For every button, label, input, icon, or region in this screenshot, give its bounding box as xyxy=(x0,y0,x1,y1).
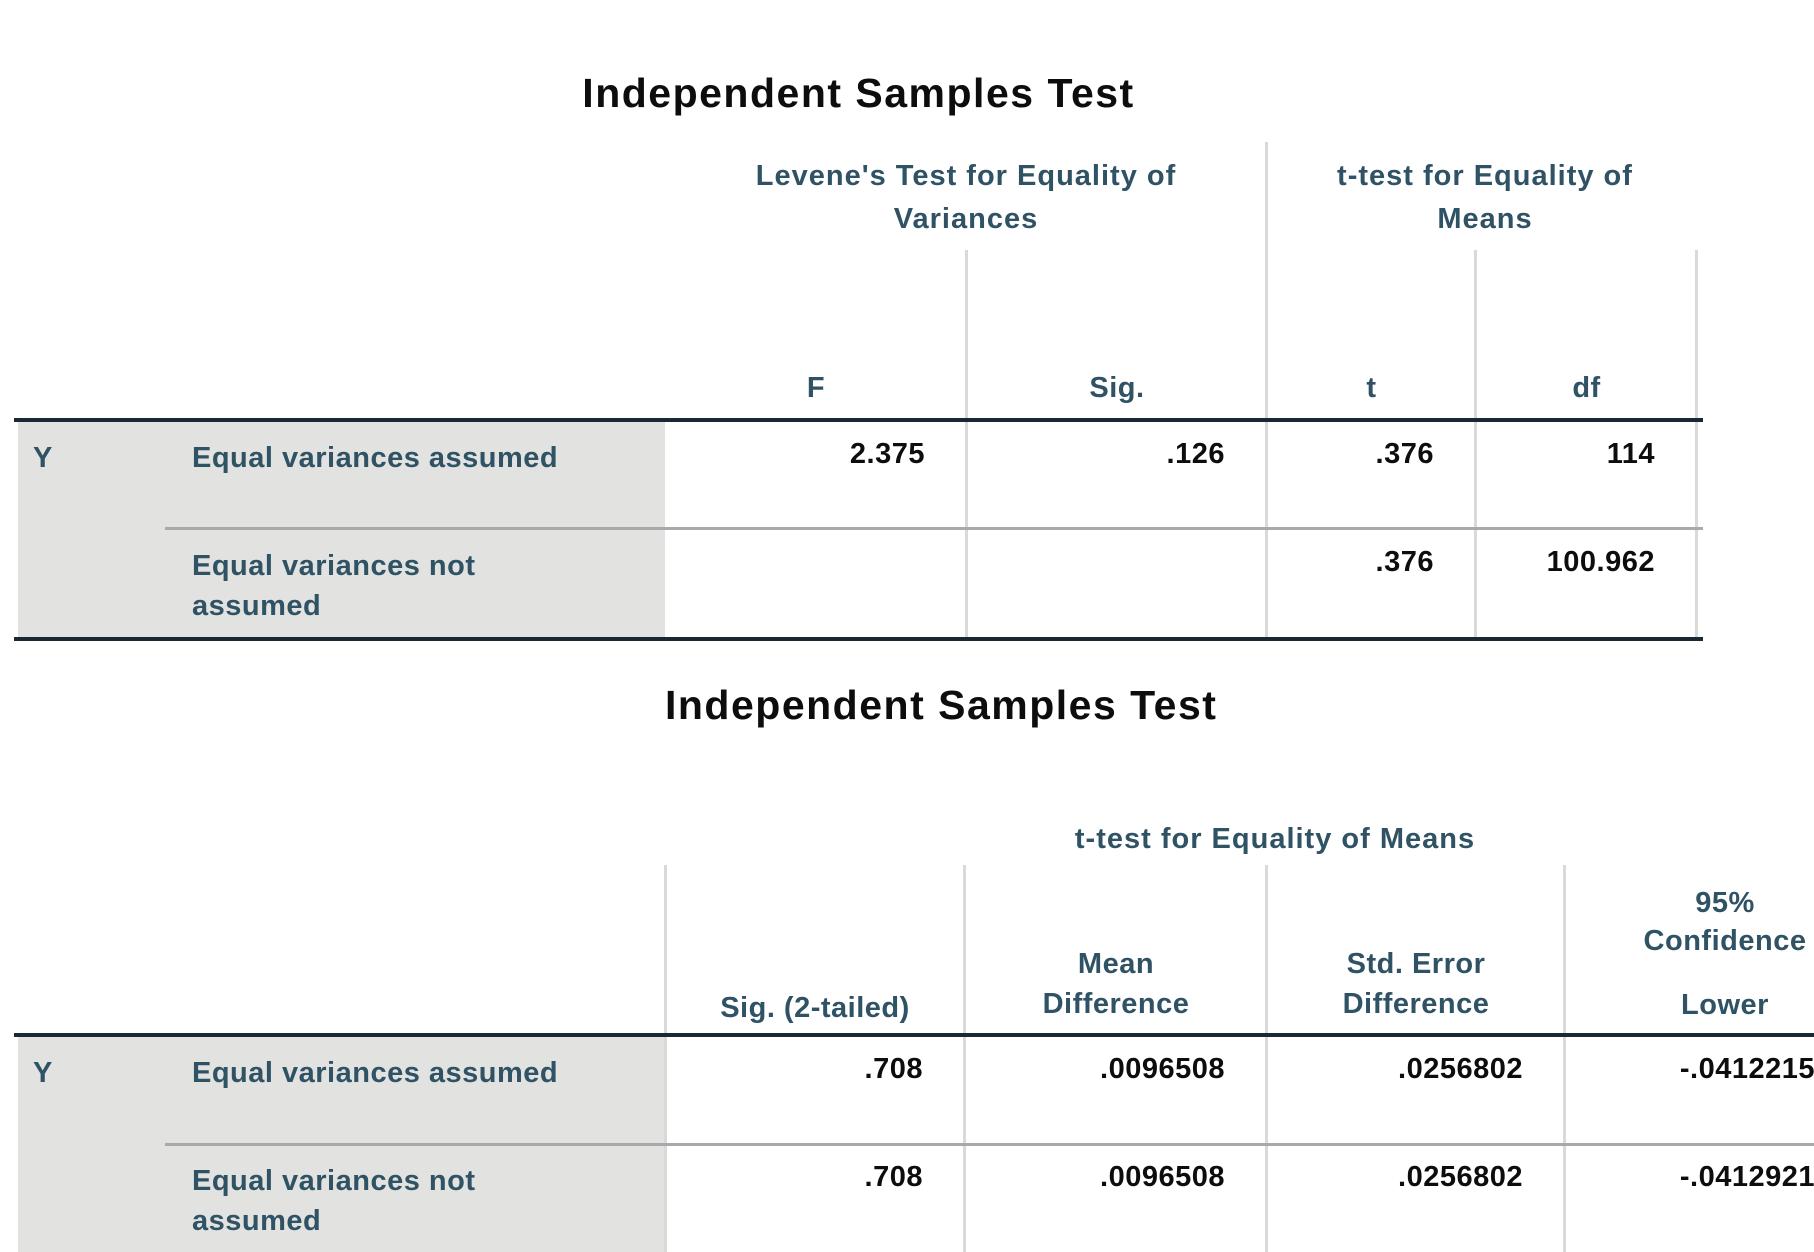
row-label: Equal variances assumed xyxy=(192,442,559,474)
header-bottom-rule xyxy=(14,1033,1814,1037)
row-separator-line xyxy=(165,527,1703,530)
group-divider-line xyxy=(1265,142,1268,418)
header-bottom-rule xyxy=(14,418,1703,422)
column-header-f: F xyxy=(806,372,826,404)
cell-t: .376 xyxy=(1375,546,1434,578)
table-title: Independent Samples Test xyxy=(665,682,1218,728)
column-divider-line xyxy=(963,865,966,1034)
column-divider-line xyxy=(1563,865,1566,1034)
cell-f: 2.375 xyxy=(849,438,925,470)
group-header-levene: Levene's Test for Equality of Variances xyxy=(755,160,1177,235)
table-bottom-rule xyxy=(14,637,1703,641)
cell-ci-lower: -.0412215 xyxy=(1679,1053,1814,1085)
table-title: Independent Samples Test xyxy=(582,70,1135,116)
group-header-95ci: 95% Confidence xyxy=(1643,887,1807,957)
column-header-df: df xyxy=(1572,372,1601,404)
column-divider-line xyxy=(664,865,667,1034)
column-header-t: t xyxy=(1366,372,1377,404)
cell-std-error-difference: .0256802 xyxy=(1398,1053,1523,1085)
stub-variable-label: Y xyxy=(33,1057,53,1089)
row-label: Equal variances assumed xyxy=(192,1057,559,1089)
cell-sig: .126 xyxy=(1166,438,1225,470)
column-divider-line xyxy=(1474,250,1477,418)
group-header-ttest: t-test for Equality of Means xyxy=(1337,160,1633,235)
cell-df: 114 xyxy=(1606,438,1655,470)
column-header-sig2tailed: Sig. (2-tailed) xyxy=(720,992,910,1024)
cell-sig2tailed: .708 xyxy=(864,1161,923,1193)
cell-mean-difference: .0096508 xyxy=(1100,1161,1225,1193)
group-header-ttest: t-test for Equality of Means xyxy=(1074,823,1476,855)
row-label: Equal variances not assumed xyxy=(192,550,476,622)
stub-variable-label: Y xyxy=(33,442,53,474)
column-divider-line xyxy=(1265,865,1268,1034)
column-divider-line xyxy=(1695,250,1698,418)
cell-sig2tailed: .708 xyxy=(864,1053,923,1085)
column-header-mean-difference: Mean Difference xyxy=(1042,948,1190,1020)
column-header-std-error-difference: Std. Error Difference xyxy=(1342,948,1490,1020)
column-header-lower: Lower xyxy=(1681,989,1769,1021)
cell-std-error-difference: .0256802 xyxy=(1398,1161,1523,1193)
cell-df: 100.962 xyxy=(1546,546,1655,578)
cell-t: .376 xyxy=(1375,438,1434,470)
cell-mean-difference: .0096508 xyxy=(1100,1053,1225,1085)
row-separator-line xyxy=(165,1143,1814,1146)
column-divider-line xyxy=(965,250,968,418)
cell-ci-lower: -.0412921 xyxy=(1679,1161,1814,1193)
column-header-sig: Sig. xyxy=(1089,372,1145,404)
row-label: Equal variances not assumed xyxy=(192,1165,476,1237)
